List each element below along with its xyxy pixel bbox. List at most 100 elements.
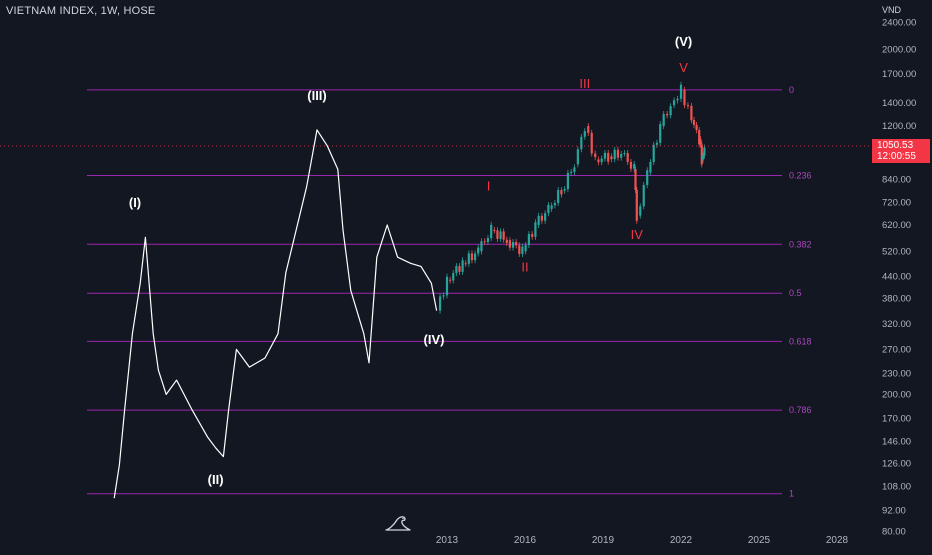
candle-body xyxy=(587,126,590,133)
candle-body xyxy=(511,241,515,248)
fib-level-label: 1 xyxy=(789,489,794,499)
time-tick-label: 2025 xyxy=(748,535,771,546)
time-tick-label: 2013 xyxy=(436,535,459,546)
candle-body xyxy=(703,147,706,156)
candle-body xyxy=(620,153,623,158)
current-price-badge: 1050.53 12:00:55 xyxy=(872,139,930,163)
fib-level-label: 0.382 xyxy=(789,239,812,249)
price-tick-label: 320.00 xyxy=(882,319,911,330)
candle-body xyxy=(607,152,610,162)
candle-body xyxy=(461,260,464,272)
candle-body xyxy=(464,263,467,265)
wave-label: (III) xyxy=(307,88,327,103)
candle-body xyxy=(524,245,527,252)
candle-body xyxy=(573,167,576,172)
candle-body xyxy=(659,124,662,143)
price-tick-label: 440.00 xyxy=(882,271,911,282)
index-line-series xyxy=(113,129,438,499)
price-tick-label: 80.00 xyxy=(882,527,906,538)
fib-level-label: 0.236 xyxy=(789,170,812,180)
candle-body xyxy=(666,113,669,116)
candle-body xyxy=(502,231,505,240)
candle-body xyxy=(544,213,547,221)
price-tick-label: 170.00 xyxy=(882,414,911,425)
candle-body xyxy=(531,234,534,237)
candle-body xyxy=(470,253,474,261)
candle-body xyxy=(480,241,483,252)
candle-body xyxy=(600,158,603,163)
candle-body xyxy=(557,190,560,203)
candle-body xyxy=(540,215,543,221)
candle-body xyxy=(613,149,616,160)
candle-body xyxy=(493,229,496,231)
candle-body xyxy=(473,253,477,261)
wave-label: IV xyxy=(631,227,644,242)
fib-level-label: 0.5 xyxy=(789,288,802,298)
price-axis-unit: VND xyxy=(882,5,902,15)
candle-body xyxy=(438,296,442,311)
price-tick-label: 1200.00 xyxy=(882,121,916,132)
candle-body xyxy=(603,152,607,159)
candle-body xyxy=(639,206,642,216)
candle-body xyxy=(652,144,655,163)
candle-body xyxy=(560,190,563,195)
candle-body xyxy=(649,162,652,173)
price-tick-label: 200.00 xyxy=(882,389,911,400)
wave-label: (I) xyxy=(129,195,141,210)
dinosaur-logo-icon[interactable] xyxy=(384,512,412,537)
candle-body xyxy=(700,144,703,165)
price-tick-label: 230.00 xyxy=(882,368,911,379)
candle-body xyxy=(655,142,659,145)
candle-body xyxy=(633,164,636,169)
fibonacci-retracement[interactable]: 0 0.236 0.382 0.5 0.618 0.786 1 xyxy=(87,85,812,499)
candle-body xyxy=(623,153,626,155)
price-tick-label: 126.00 xyxy=(882,459,911,470)
candle-body xyxy=(695,124,698,131)
candle-body xyxy=(499,231,502,239)
candle-body xyxy=(702,155,705,160)
candle-body xyxy=(646,170,649,185)
candle-body xyxy=(449,279,452,281)
candle-body xyxy=(534,222,537,237)
candle-body xyxy=(642,184,645,207)
candle-body xyxy=(452,273,455,281)
candle-body xyxy=(699,139,702,145)
candle-body xyxy=(527,234,530,246)
candle-body xyxy=(616,149,620,158)
candle-body xyxy=(477,247,480,254)
candle-body xyxy=(686,105,690,107)
time-axis[interactable]: 2013 2016 2019 2022 2025 2028 xyxy=(436,535,849,546)
candle-body xyxy=(576,149,579,165)
candle-body xyxy=(690,105,693,121)
candle-body xyxy=(486,238,490,243)
candle-body xyxy=(583,131,586,137)
price-tick-label: 620.00 xyxy=(882,220,911,231)
candle-body xyxy=(634,169,637,191)
candle-body xyxy=(676,98,679,101)
candle-body xyxy=(590,132,593,154)
candle-body xyxy=(669,106,672,116)
candle-body xyxy=(566,172,569,190)
candle-body xyxy=(537,215,540,225)
wave-label: (V) xyxy=(675,34,692,49)
candle-body xyxy=(580,136,583,150)
candle-body xyxy=(521,246,524,254)
candle-body xyxy=(672,100,676,106)
candle-body xyxy=(635,190,638,221)
fib-level-label: 0 xyxy=(789,85,794,95)
candle-body xyxy=(508,240,512,248)
price-tick-label: 720.00 xyxy=(882,198,911,209)
price-tick-label: 520.00 xyxy=(882,246,911,257)
candle-body xyxy=(594,153,597,158)
candle-body xyxy=(483,241,486,243)
candle-body xyxy=(496,230,499,239)
wave-label: (II) xyxy=(208,472,224,487)
price-axis[interactable]: VND 2400.00 2000.00 1700.00 1400.00 1200.00 84… xyxy=(872,0,932,550)
price-tick-label: 840.00 xyxy=(882,174,911,185)
bar-countdown: 12:00:55 xyxy=(877,151,916,162)
price-tick-label: 1400.00 xyxy=(882,98,916,109)
current-price-value: 1050.53 xyxy=(877,140,914,151)
